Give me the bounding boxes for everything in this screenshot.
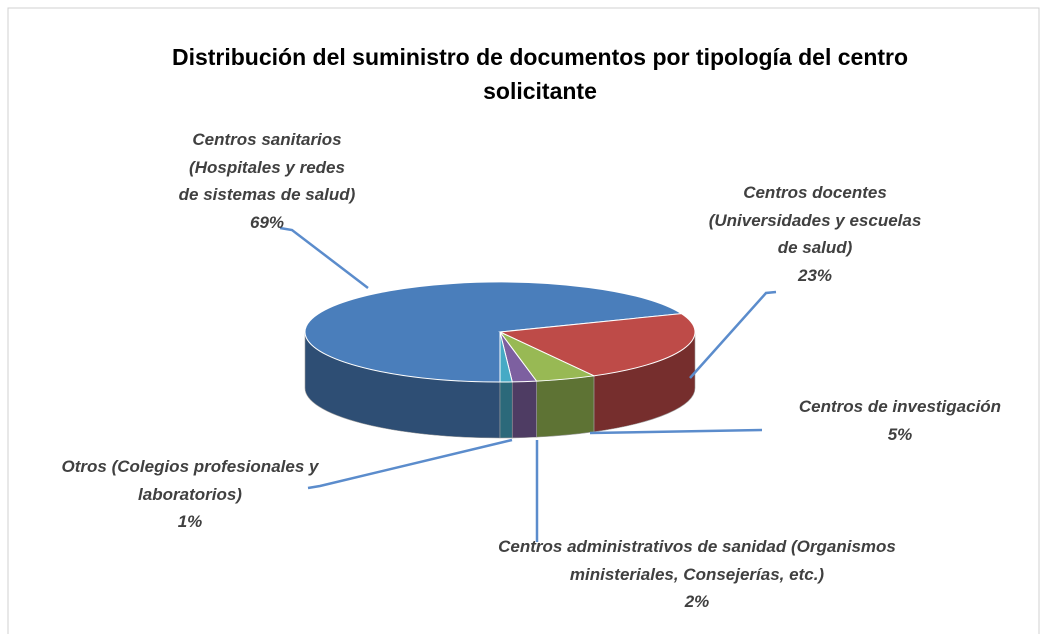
slice-label: Otros (Colegios profesionales y laborato… (20, 453, 360, 536)
leader-line (279, 226, 369, 289)
slice-label: Centros docentes (Universidades y escuel… (680, 179, 950, 289)
slice (499, 331, 513, 383)
category-label: Centros sanitarios (Hospitales y redes d… (178, 130, 356, 204)
value-label: 2% (684, 592, 710, 611)
category-label: Otros (Colegios profesionales y laborato… (61, 457, 319, 504)
pie (304, 281, 696, 439)
leader-line (307, 438, 513, 490)
leader-line (589, 428, 763, 435)
leader-line (689, 290, 777, 379)
slice-label: Centros sanitarios (Hospitales y redes d… (147, 126, 387, 236)
value-label: 1% (177, 512, 203, 531)
category-label: Centros administrativos de sanidad (Orga… (498, 537, 896, 584)
leader-lines (279, 226, 777, 542)
slice-label: Centros administrativos de sanidad (Orga… (437, 533, 957, 616)
slice-side (499, 381, 513, 439)
slice (498, 313, 696, 377)
value-label: 69% (249, 212, 285, 232)
category-label: Centros de investigación (798, 397, 1002, 416)
value-label: 23% (797, 265, 833, 285)
category-label: Centros docentes (Universidades y escuel… (708, 183, 922, 257)
value-label: 5% (887, 424, 913, 444)
chart-title: Distribución del suministro de documento… (171, 44, 909, 104)
slice-side (511, 380, 537, 439)
slice-label: Centros de investigación 5% (770, 393, 1030, 448)
chart-border (7, 7, 1040, 634)
slice (304, 281, 683, 383)
slice-side (536, 375, 595, 438)
